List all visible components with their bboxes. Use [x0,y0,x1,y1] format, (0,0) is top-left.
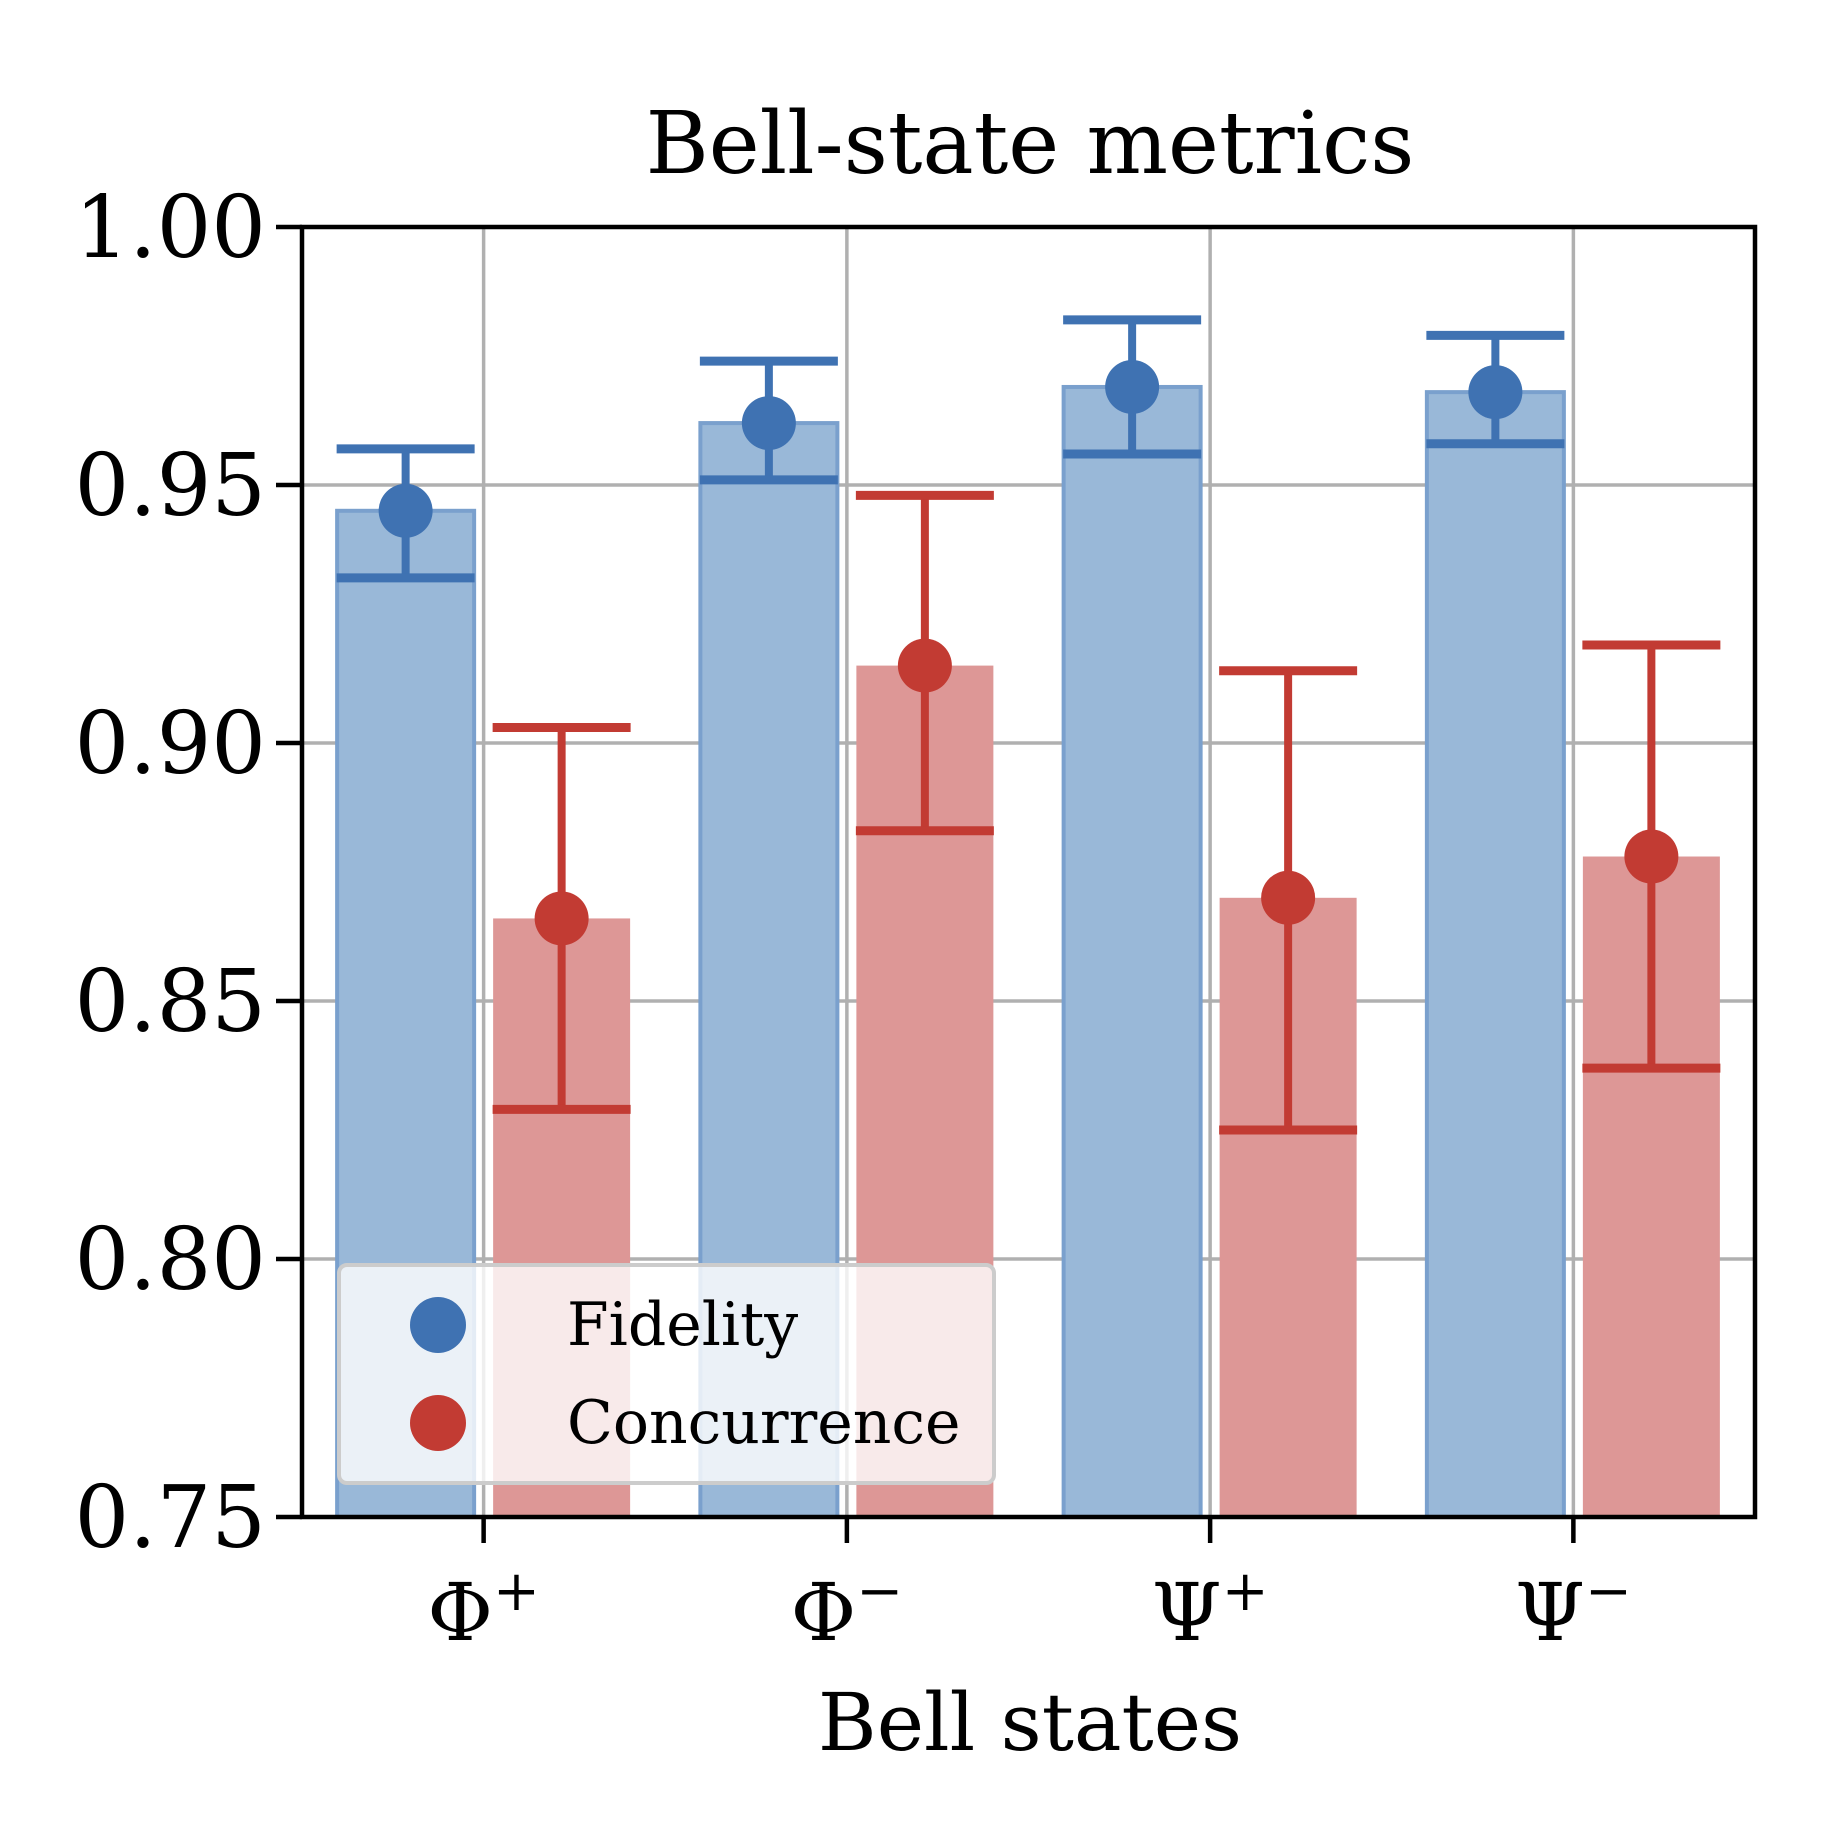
x-tick-label: Φ− [791,1559,904,1659]
y-tick-label: 0.95 [75,436,266,536]
fidelity-legend-marker [410,1297,466,1353]
y-tick-label: 0.85 [75,952,266,1052]
legend: Fidelity Concurrence [337,1263,996,1485]
concurrence-marker [1624,829,1679,884]
plot-frame [299,224,1758,1520]
concurrence-marker [897,638,952,693]
fidelity-errorbar [699,356,838,485]
y-tick-label: 0.75 [75,1468,266,1568]
x-tick-label: Φ+ [427,1559,540,1659]
concurrence-legend-marker [410,1395,466,1451]
concurrence-errorbar [492,723,631,1114]
x-axis-label: Bell states [818,1676,1242,1769]
concurrence-errorbar [855,490,994,836]
concurrence-marker [1261,870,1316,925]
fidelity-marker [741,396,796,451]
fidelity-marker [1468,365,1523,420]
fidelity-legend-label: Fidelity [567,1290,798,1360]
fidelity-errorbar [1063,315,1202,459]
y-tick-label: 0.80 [75,1210,266,1310]
concurrence-legend-label: Concurrence [567,1388,961,1458]
chart-title: Bell-state metrics [646,94,1415,194]
concurrence-marker [534,891,589,946]
error-bars [336,315,1721,1135]
legend-box [337,1263,996,1485]
x-tick-label: Ψ− [1515,1559,1632,1659]
fidelity-bar [1424,390,1566,1519]
fidelity-marker [378,483,433,538]
fidelity-errorbar [1426,330,1565,449]
fidelity-marker [1105,359,1160,414]
y-tick-label: 0.90 [75,694,266,794]
fidelity-bar [1061,384,1203,1520]
concurrence-errorbar [1219,666,1358,1135]
x-tick-label: Ψ+ [1152,1559,1269,1659]
y-tick-label: 1.00 [75,178,266,278]
axes: 0.75 0.80 0.85 0.90 0.95 1.00 Φ+ Φ− Ψ+ Ψ− [75,178,1758,1659]
fidelity-errorbar [336,444,475,583]
concurrence-errorbar [1582,640,1721,1073]
